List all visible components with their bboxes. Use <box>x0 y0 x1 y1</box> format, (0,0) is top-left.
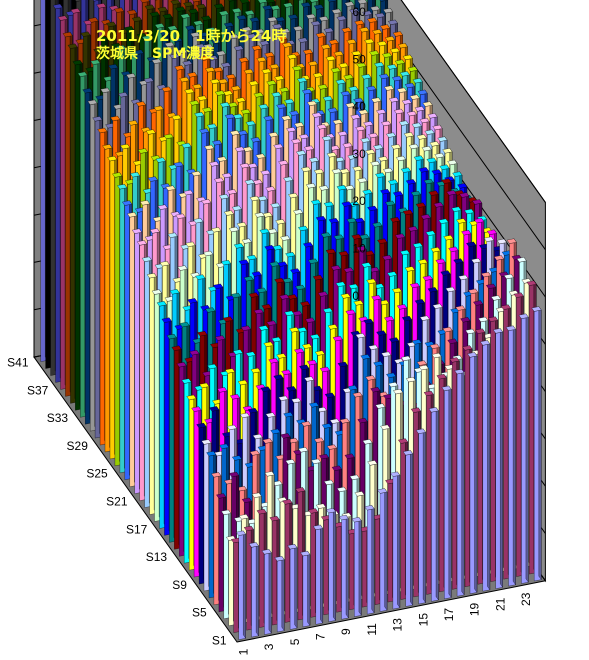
bar-s1-h3 <box>261 548 272 635</box>
series-tick-label: S25 <box>86 467 108 481</box>
series-tick-label: S29 <box>67 439 89 453</box>
bar-s1-h7 <box>313 524 324 625</box>
x-tick-label: 3 <box>262 643 276 650</box>
x-tick-label: 23 <box>519 592 533 606</box>
bar-s1-h5 <box>287 543 298 630</box>
chart-title: 2011/3/20 1時から24時 <box>96 27 286 45</box>
series-tick-label: S33 <box>47 411 69 425</box>
series-tick-label: S13 <box>146 550 168 564</box>
bar-s1-h6 <box>300 550 311 628</box>
bar-s1-h10 <box>351 516 362 617</box>
gridline <box>400 0 546 203</box>
bar-s1-h12 <box>377 488 388 612</box>
x-tick-label: 5 <box>288 638 302 645</box>
x-tick-label: 17 <box>442 608 456 622</box>
y-tick-label: 50 <box>352 52 366 66</box>
x-tick-label: 7 <box>314 633 328 640</box>
y-tick-label: 10 <box>352 242 366 256</box>
bar-s1-h19 <box>467 351 478 594</box>
y-tick-label: 40 <box>352 100 366 114</box>
bar-s1-h8 <box>325 507 336 622</box>
x-tick-label: 11 <box>365 623 379 636</box>
bar-s1-h9 <box>338 514 349 620</box>
x-tick-label: 9 <box>339 628 353 635</box>
x-tick-label: 19 <box>468 602 482 616</box>
bar-s1-h14 <box>402 449 414 607</box>
x-tick-label: 1 <box>236 648 250 655</box>
x-tick-label: 15 <box>416 613 430 627</box>
x-tick-label: 13 <box>391 618 405 632</box>
series-tick-label: S41 <box>7 356 29 370</box>
series-tick-label: S17 <box>126 522 148 536</box>
series-tick-label: S9 <box>172 578 187 592</box>
series-tick-label: S5 <box>192 606 207 620</box>
chart-tick-labels: 010203040506070801357911131517192123S1S5… <box>7 5 533 655</box>
bar-s1-h18 <box>454 368 465 597</box>
chart-bars <box>40 0 542 640</box>
bar-s1-h16 <box>428 406 439 602</box>
bar-s1-h17 <box>441 385 452 600</box>
bar-s1-h1 <box>235 530 246 640</box>
series-tick-label: S21 <box>106 495 128 509</box>
bar-s1-h2 <box>248 541 259 638</box>
y-tick-label: 30 <box>352 147 366 161</box>
y-tick-label: 0 <box>352 289 359 303</box>
series-tick-label: S1 <box>212 634 227 648</box>
y-tick-label: 60 <box>352 5 366 19</box>
x-tick-label: 21 <box>493 597 507 611</box>
bar-s1-h4 <box>274 555 285 633</box>
bar-s1-h11 <box>364 504 375 615</box>
bar-s1-h13 <box>390 471 401 610</box>
y-tick-label: 20 <box>352 194 366 208</box>
bar-s1-h22 <box>505 325 516 587</box>
bar-s1-h20 <box>480 339 491 592</box>
bar-s1-h24 <box>531 306 542 582</box>
bar-s1-h21 <box>492 327 503 589</box>
series-tick-label: S37 <box>27 383 49 397</box>
bar-s1-h23 <box>518 313 529 584</box>
bar-s1-h15 <box>415 428 426 605</box>
chart-subtitle: 茨城県 SPM濃度 <box>96 45 215 62</box>
